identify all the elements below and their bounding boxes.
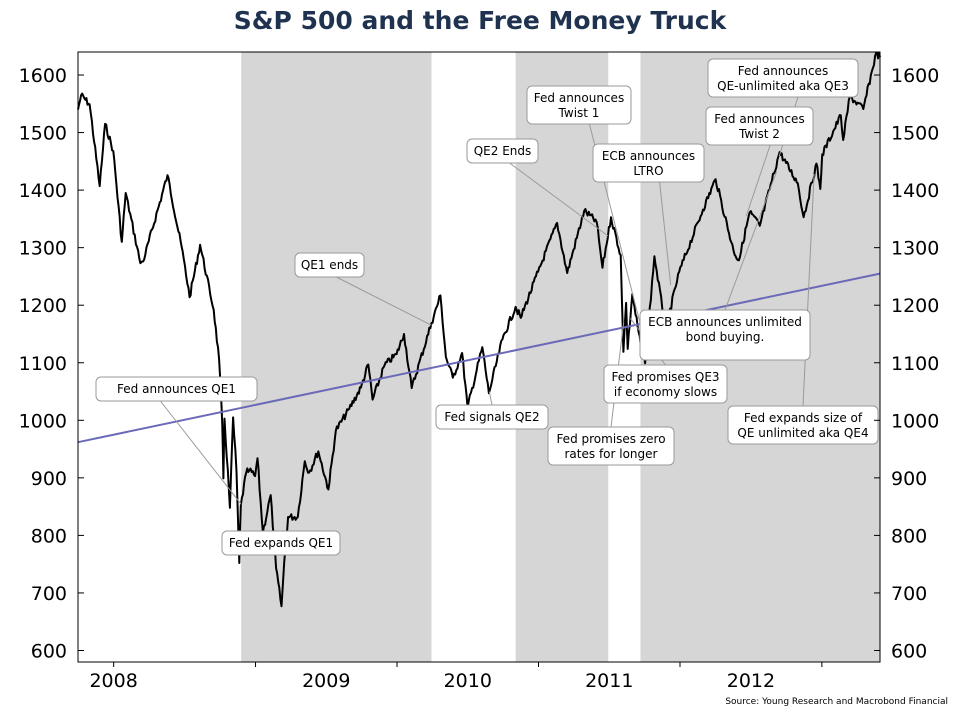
- trend-line: [77, 272, 881, 444]
- sp500-index-line: [77, 52, 881, 608]
- x-tick-label-2008: 2008: [89, 670, 137, 692]
- annotation-boxes: Fed announces QE1 Fed expands QE1 QE1 ends…: [95, 58, 879, 556]
- chart-title: S&P 500 and the Free Money Truck: [233, 6, 727, 35]
- annotation-line: Fed announces: [714, 112, 804, 126]
- annotation-line: if economy slows: [614, 385, 717, 399]
- annotation-box-3: [294, 252, 365, 278]
- annotation-line: rates for longer: [565, 447, 658, 461]
- annotation-box-11: [707, 58, 859, 98]
- shaded-period-1: [241, 52, 432, 662]
- y-tick-label-right: 1000: [891, 410, 939, 432]
- y-tick-label-right: 1500: [891, 123, 939, 145]
- annotation-line: bond buying.: [686, 330, 765, 344]
- annotation-text-4: Fed signals QE2: [444, 410, 539, 424]
- y-tick-label-left: 1500: [19, 123, 67, 145]
- annotation-text-12: ECB announces unlimited bond buying.: [648, 315, 802, 344]
- plot-lines: [77, 52, 881, 608]
- y-tick-label-right: 700: [891, 583, 927, 605]
- annotation-text-11: Fed announces QE-unlimited aka QE3: [717, 64, 849, 93]
- y-tick-label-right: 600: [891, 640, 927, 662]
- annotation-leader-3: [336, 276, 432, 326]
- plot-frame: [77, 51, 881, 663]
- annotation-box-12: [639, 309, 811, 361]
- annotation-line: QE2 Ends: [474, 144, 532, 158]
- annotation-leader-4: [488, 391, 493, 406]
- annotation-line: Twist 1: [558, 106, 600, 120]
- annotation-line: Fed announces: [738, 64, 828, 78]
- x-tick-label-2009: 2009: [302, 670, 350, 692]
- annotation-line: LTRO: [633, 164, 663, 178]
- y-tick-label-left: 1100: [19, 353, 67, 375]
- annotation-box-7: [547, 426, 675, 466]
- y-tick-label-right: 900: [891, 468, 927, 490]
- y-tick-label-left: 1000: [19, 410, 67, 432]
- annotation-text-1: Fed announces QE1: [117, 382, 236, 396]
- y-tick-label-left: 700: [31, 583, 67, 605]
- annotation-leader-5: [509, 162, 609, 237]
- annotation-leader-8: [659, 181, 672, 286]
- annotation-line: Fed announces: [534, 91, 624, 105]
- x-tick-label-2010: 2010: [444, 670, 492, 692]
- annotation-leader-10: [745, 144, 771, 217]
- qe-shaded-periods: [241, 52, 880, 662]
- y-tick-label-right: 1300: [891, 238, 939, 260]
- annotation-leader-1: [160, 400, 242, 505]
- y-tick-label-left: 1200: [19, 295, 67, 317]
- annotation-text-6: Fed announces Twist 1: [534, 91, 624, 120]
- y-tick-label-left: 1300: [19, 238, 67, 260]
- annotation-text-8: ECB announces LTRO: [602, 149, 695, 178]
- annotation-box-1: [95, 376, 258, 402]
- annotation-text-3: QE1 ends: [301, 258, 358, 272]
- annotation-line: ECB announces: [602, 149, 695, 163]
- annotation-line: Fed promises zero: [556, 432, 665, 446]
- annotation-box-2: [221, 530, 341, 556]
- y-tick-label-left: 1600: [19, 65, 67, 87]
- annotation-box-5: [466, 138, 539, 164]
- y-tick-label-right: 1600: [891, 65, 939, 87]
- annotation-box-6: [526, 85, 632, 125]
- annotation-line: Fed signals QE2: [444, 410, 539, 424]
- annotation-text-10: Fed announces Twist 2: [714, 112, 804, 141]
- annotation-text-9: Fed promises QE3 if economy slows: [611, 370, 719, 399]
- annotation-line: QE1 ends: [301, 258, 358, 272]
- y-tick-label-right: 800: [891, 525, 927, 547]
- annotation-line: QE unlimited aka QE4: [737, 426, 868, 440]
- y-tick-label-left: 1400: [19, 180, 67, 202]
- annotation-text-13: Fed expands size of QE unlimited aka QE4: [737, 411, 868, 440]
- annotation-leader-13: [802, 173, 815, 407]
- annotation-box-4: [435, 404, 549, 430]
- annotation-box-13: [727, 405, 879, 445]
- x-tick-label-2012: 2012: [727, 670, 775, 692]
- annotation-line: QE-unlimited aka QE3: [717, 79, 849, 93]
- annotation-line: Twist 2: [738, 127, 780, 141]
- y-tick-label-left: 800: [31, 525, 67, 547]
- axes: 600 600 700 700 800 800 900 900 1000 1000 1100 1100…: [19, 65, 940, 692]
- annotation-text-5: QE2 Ends: [474, 144, 532, 158]
- annotation-line: Fed expands size of: [744, 411, 863, 425]
- annotation-box-8: [592, 143, 705, 183]
- x-tick-label-2011: 2011: [585, 670, 633, 692]
- y-tick-label-right: 1400: [891, 180, 939, 202]
- annotation-box-9: [603, 364, 728, 404]
- y-tick-label-left: 900: [31, 468, 67, 490]
- annotation-box-10: [705, 106, 814, 146]
- annotation-line: Fed promises QE3: [611, 370, 719, 384]
- y-tick-label-left: 600: [31, 640, 67, 662]
- source-note: Source: Young Research and Macrobond Fin…: [725, 697, 948, 707]
- y-tick-label-right: 1200: [891, 295, 939, 317]
- annotation-text-7: Fed promises zero rates for longer: [556, 432, 665, 461]
- annotation-leader-12: [724, 171, 777, 311]
- y-tick-label-right: 1100: [891, 353, 939, 375]
- annotation-line: ECB announces unlimited: [648, 315, 802, 329]
- annotation-line: Fed announces QE1: [117, 382, 236, 396]
- annotation-text-2: Fed expands QE1: [229, 536, 333, 550]
- annotation-line: Fed expands QE1: [229, 536, 333, 550]
